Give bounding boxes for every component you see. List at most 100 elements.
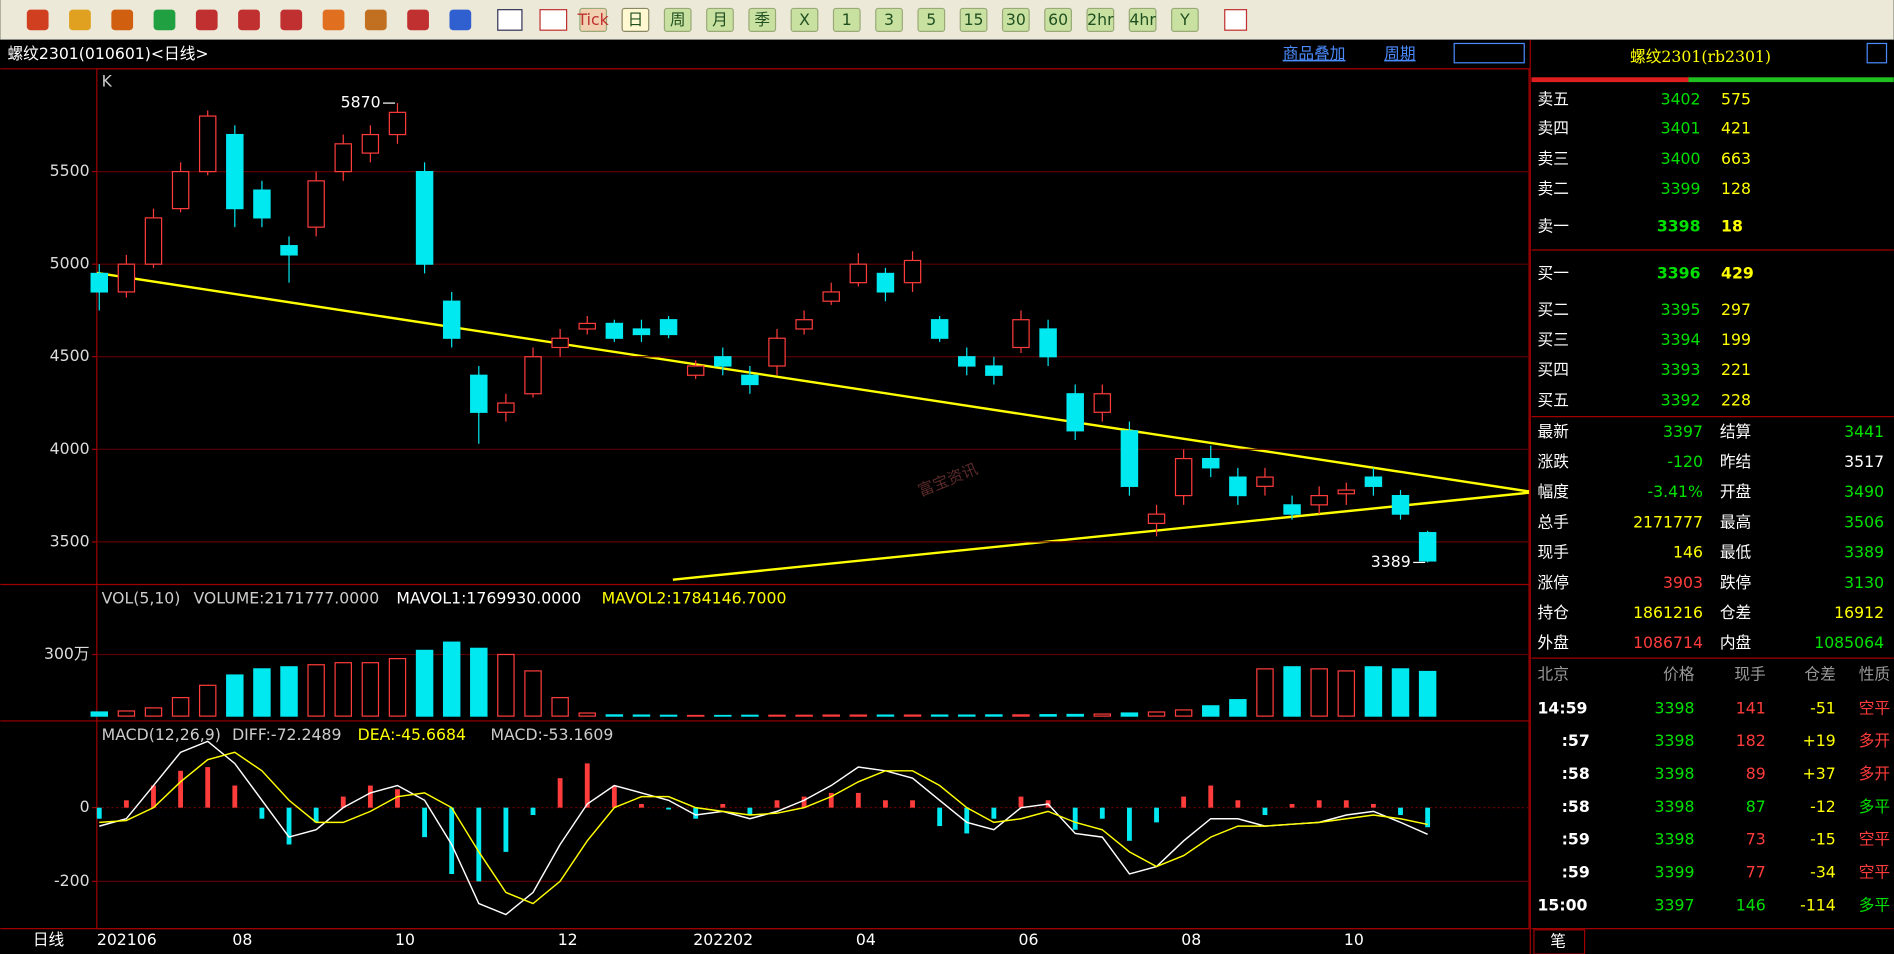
candle-body (1147, 513, 1166, 524)
toolbar-button-label[interactable]: 月 (712, 10, 728, 29)
volume-bar (198, 684, 217, 717)
candle-body (1418, 532, 1437, 562)
volume-bar (605, 714, 624, 717)
toolbar-button-label[interactable]: 季 (754, 10, 770, 29)
stat-label: 现手 (1538, 543, 1569, 562)
stat-label: 内盘 (1720, 633, 1751, 652)
candle-body (253, 189, 271, 219)
toolbar-button[interactable] (579, 7, 608, 33)
toolbar-button[interactable] (706, 7, 734, 33)
y-tick-label: -200 (54, 871, 90, 890)
toolbar-button-label[interactable]: 1 (842, 10, 852, 29)
volume-bar (1310, 668, 1328, 717)
candle-body (144, 217, 163, 265)
toolbar-icon[interactable] (111, 9, 134, 31)
candle-body (1120, 430, 1139, 487)
x-tick-label: 06 (1019, 930, 1039, 949)
candle-body (958, 356, 976, 367)
toolbar-button[interactable] (832, 7, 861, 33)
volume-bar (1174, 709, 1193, 717)
toolbar-icon[interactable] (280, 9, 303, 31)
candle-body (1337, 489, 1356, 495)
toolbar-icon[interactable] (69, 9, 91, 31)
tab-label[interactable]: 笔 (1550, 931, 1566, 950)
trade-cell: :59 (1562, 863, 1590, 882)
trade-cell: 3398 (1655, 698, 1695, 717)
toolbar-button[interactable] (1001, 7, 1030, 33)
toolbar-icon[interactable] (449, 9, 472, 31)
toolbar-button-label[interactable]: 30 (1006, 10, 1026, 29)
trade-cell: 3398 (1655, 830, 1695, 849)
book-price: 3398 (1657, 217, 1701, 236)
volume-bar (361, 662, 380, 717)
candle-body (388, 111, 407, 136)
toolbar-button[interactable] (917, 7, 946, 33)
panel-title: MACD(12,26,9) (102, 725, 221, 744)
toolbar-button[interactable] (663, 7, 692, 33)
tab[interactable] (1533, 929, 1586, 954)
legend-entry: DIFF:-72.2489 (232, 725, 341, 744)
link[interactable]: 商品叠加 (1283, 44, 1346, 63)
stat-label: 仓差 (1720, 603, 1751, 622)
trade-cell: 77 (1746, 863, 1766, 882)
toolbar-icon[interactable] (322, 9, 345, 31)
toolbar-button[interactable] (1171, 7, 1199, 33)
toolbar-button-label[interactable]: Y (1179, 10, 1190, 29)
book-price: 3400 (1661, 149, 1701, 168)
toolbar-icon[interactable] (497, 9, 523, 31)
stat-value: 3490 (1844, 482, 1884, 501)
link[interactable]: 周期 (1384, 44, 1415, 63)
y-tick-label: 0 (80, 797, 90, 816)
toolbar-button-label[interactable]: 5 (926, 10, 936, 29)
toolbar-button-label[interactable]: 3 (884, 10, 894, 29)
toolbar-button-label[interactable]: 周 (670, 10, 686, 29)
toolbar-icon[interactable] (1224, 9, 1248, 31)
stat-label: 最低 (1720, 543, 1752, 562)
trade-cell: -15 (1810, 830, 1836, 849)
toolbar-button-label[interactable]: 2hr (1087, 10, 1114, 29)
candle-body (849, 263, 868, 284)
volume-bar (930, 714, 949, 717)
toolbar-button[interactable] (1128, 7, 1157, 33)
toolbar-button-label[interactable]: 4hr (1129, 10, 1156, 29)
toolbar-button[interactable] (790, 7, 819, 33)
volume-bar (632, 714, 651, 717)
toolbar-icon[interactable] (195, 9, 218, 31)
quote-dividers (1531, 249, 1894, 930)
book-volume: 575 (1721, 90, 1751, 109)
book-volume: 228 (1721, 390, 1751, 409)
toolbar-button-label[interactable]: Tick (577, 10, 610, 29)
candle-body (198, 115, 217, 173)
toolbar-button-label[interactable]: 60 (1048, 10, 1068, 29)
candle-body (415, 170, 434, 265)
toolbar-button[interactable] (1044, 7, 1072, 33)
toolbar-icon[interactable] (364, 9, 387, 31)
candle-body (1174, 457, 1193, 497)
toolbar-icon[interactable] (26, 9, 49, 31)
toolbar-icon[interactable] (539, 9, 568, 31)
stat-value: 2171777 (1633, 512, 1703, 531)
legend-entry: VOLUME:2171777.0000 (193, 588, 379, 607)
volume-bar (1283, 666, 1301, 717)
watermark: 富宝资讯 (915, 459, 981, 500)
frames (0, 39, 1531, 954)
toolbar-icon[interactable] (407, 9, 429, 31)
stat-value: 146 (1673, 543, 1703, 562)
toolbar-button[interactable] (748, 7, 777, 33)
volume-bar (415, 649, 434, 717)
panel-button[interactable] (1866, 42, 1888, 64)
toolbar-button[interactable] (1086, 7, 1115, 33)
toolbar-button[interactable] (959, 7, 988, 33)
y-tick-label: 300万 (44, 644, 90, 663)
toolbar-button[interactable] (875, 7, 903, 33)
toolbar-icon[interactable] (153, 9, 176, 31)
toolbar-icon[interactable] (238, 9, 260, 31)
toolbar-button-label[interactable]: X (799, 10, 810, 29)
toolbar-button-label[interactable]: 日 (628, 10, 644, 29)
toolbar-button-label[interactable]: 15 (964, 10, 984, 29)
stat-label: 涨跌 (1538, 452, 1570, 471)
book-volume: 297 (1721, 300, 1751, 319)
toolbar-button[interactable] (621, 7, 650, 33)
stat-value: 3517 (1844, 452, 1884, 471)
nav-buttons[interactable] (1453, 42, 1525, 64)
